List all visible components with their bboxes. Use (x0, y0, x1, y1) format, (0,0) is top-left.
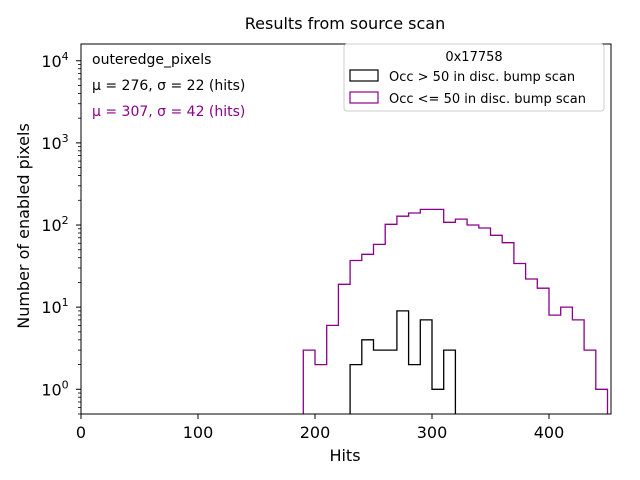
y-axis-ticks: 100 101 102 103 104 (41, 50, 81, 415)
series-2-bin-220 (338, 284, 350, 414)
y-tick-label-100: 102 (41, 214, 68, 235)
series-2-bin-440 (596, 389, 608, 414)
series-2-bin-310 (444, 222, 456, 414)
series-2-bin-260 (385, 224, 397, 414)
legend-swatch-series1 (349, 69, 379, 82)
annotation-series1-stats: μ = 276, σ = 22 (hits) (92, 78, 245, 94)
legend: 0x17758 Occ > 50 in disc. bump scan Occ … (343, 43, 605, 112)
annotation-series2-stats: μ = 307, σ = 42 (hits) (92, 104, 245, 120)
series-2-bin-290 (420, 209, 432, 414)
series-2-bin-430 (584, 350, 596, 414)
legend-swatch-series2 (349, 91, 379, 104)
legend-title: 0x17758 (445, 50, 502, 65)
series-2-outline (302, 208, 609, 414)
series-2-bin-400 (549, 315, 561, 414)
x-axis-ticks: 0 100 200 300 400 (76, 414, 564, 442)
series-2-bin-230 (350, 261, 362, 415)
chart-title: Results from source scan (245, 14, 445, 33)
series-2-bin-330 (467, 225, 479, 414)
series-2-bin-200 (315, 365, 327, 414)
y-tick-label-1: 100 (41, 378, 68, 399)
series-2-bin-410 (561, 307, 573, 414)
x-tick-label-0: 0 (76, 423, 86, 442)
series-2-bin-280 (409, 213, 421, 414)
x-axis-label: Hits (329, 446, 360, 465)
series-2-bin-250 (374, 244, 386, 414)
series-2 (302, 208, 609, 415)
series-2-bin-340 (479, 228, 491, 414)
series-2-bin-320 (455, 219, 467, 414)
series-2-bin-360 (502, 243, 514, 414)
series-2-bin-390 (537, 288, 549, 414)
series-2-bin-420 (572, 320, 584, 414)
y-tick-label-10000: 104 (41, 50, 68, 71)
series-2-bin-350 (491, 235, 503, 414)
series-2-bin-370 (514, 264, 526, 415)
series-2-bin-300 (432, 209, 444, 414)
x-tick-label-200: 200 (300, 423, 331, 442)
series-1-outline (349, 310, 457, 414)
y-tick-label-10: 101 (41, 296, 68, 317)
series-2-bin-270 (397, 216, 409, 414)
x-tick-label-400: 400 (534, 423, 565, 442)
x-tick-label-100: 100 (183, 423, 214, 442)
annotation-dataset-name: outeredge_pixels (92, 52, 211, 68)
legend-label-series2: Occ <= 50 in disc. bump scan (389, 92, 586, 107)
series-2-bin-190 (303, 350, 315, 414)
legend-frame (343, 43, 605, 112)
series-2-bin-380 (526, 279, 538, 414)
x-tick-label-300: 300 (417, 423, 448, 442)
series-2-bin-210 (327, 325, 339, 414)
series-2-bin-240 (362, 254, 374, 414)
y-axis-label: Number of enabled pixels (14, 123, 33, 329)
legend-label-series1: Occ > 50 in disc. bump scan (389, 70, 575, 85)
y-tick-label-1000: 103 (41, 132, 68, 153)
series-1 (349, 310, 457, 414)
